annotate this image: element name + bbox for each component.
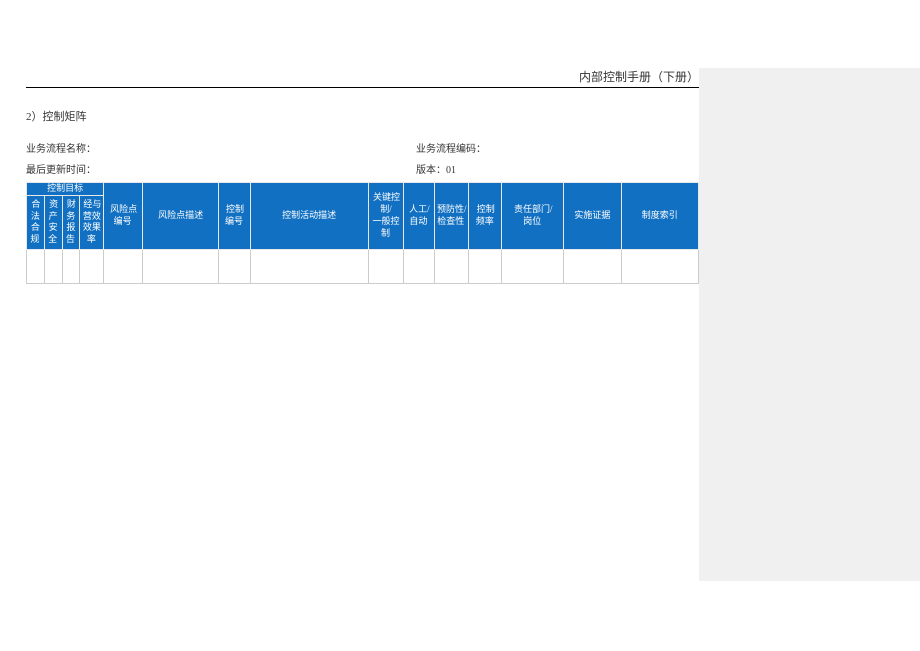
cell xyxy=(434,249,468,283)
cell xyxy=(27,249,45,283)
table-row xyxy=(27,249,699,283)
version-label: 版本：01 xyxy=(416,161,699,176)
th-sub-0: 合 法 合 规 xyxy=(27,195,45,249)
th-system-ref: 制度索引 xyxy=(621,183,698,250)
cell xyxy=(80,249,104,283)
th-key-general: 关键控制/ 一般控制 xyxy=(368,183,404,250)
th-prevent-check: 预防性/ 检查性 xyxy=(434,183,468,250)
th-risk-code: 风险点 编号 xyxy=(104,183,143,250)
th-sub-3: 经与 营效 效果 率 xyxy=(80,195,104,249)
th-dept-post: 责任部门/ 岗位 xyxy=(502,183,564,250)
th-sub-2: 财 务 报 告 xyxy=(62,195,80,249)
th-sub-1: 资 产 安 全 xyxy=(44,195,62,249)
meta-row-2: 最后更新时间： 版本：01 xyxy=(26,161,699,176)
th-ctrl-code: 控制 编号 xyxy=(219,183,250,250)
document-content: 内部控制手册（下册） 2）控制矩阵 业务流程名称： 业务流程编码： 最后更新时间… xyxy=(26,68,699,284)
cell xyxy=(502,249,564,283)
cell xyxy=(404,249,434,283)
side-gray-panel xyxy=(699,68,920,581)
cell xyxy=(219,249,250,283)
doc-title: 内部控制手册（下册） xyxy=(26,68,699,85)
cell xyxy=(368,249,404,283)
cell xyxy=(143,249,219,283)
cell xyxy=(44,249,62,283)
th-ctrl-activity: 控制活动描述 xyxy=(250,183,368,250)
cell xyxy=(104,249,143,283)
th-risk-desc: 风险点描述 xyxy=(143,183,219,250)
last-update-label: 最后更新时间： xyxy=(26,161,416,176)
cell xyxy=(469,249,502,283)
cell xyxy=(62,249,80,283)
control-matrix-table: 控制目标 风险点 编号 风险点描述 控制 编号 控制活动描述 关键控制/ 一般控… xyxy=(26,182,699,284)
th-ctrl-freq: 控制 频率 xyxy=(469,183,502,250)
process-code-label: 业务流程编码： xyxy=(416,140,699,155)
th-control-target-group: 控制目标 xyxy=(27,183,104,196)
section-title: 2）控制矩阵 xyxy=(26,108,699,124)
cell xyxy=(250,249,368,283)
doc-title-row: 内部控制手册（下册） xyxy=(26,68,699,88)
process-name-label: 业务流程名称： xyxy=(26,140,416,155)
th-evidence: 实施证据 xyxy=(564,183,621,250)
meta-row-1: 业务流程名称： 业务流程编码： xyxy=(26,140,699,155)
cell xyxy=(621,249,698,283)
cell xyxy=(564,249,621,283)
th-manual-auto: 人工/ 自动 xyxy=(404,183,434,250)
